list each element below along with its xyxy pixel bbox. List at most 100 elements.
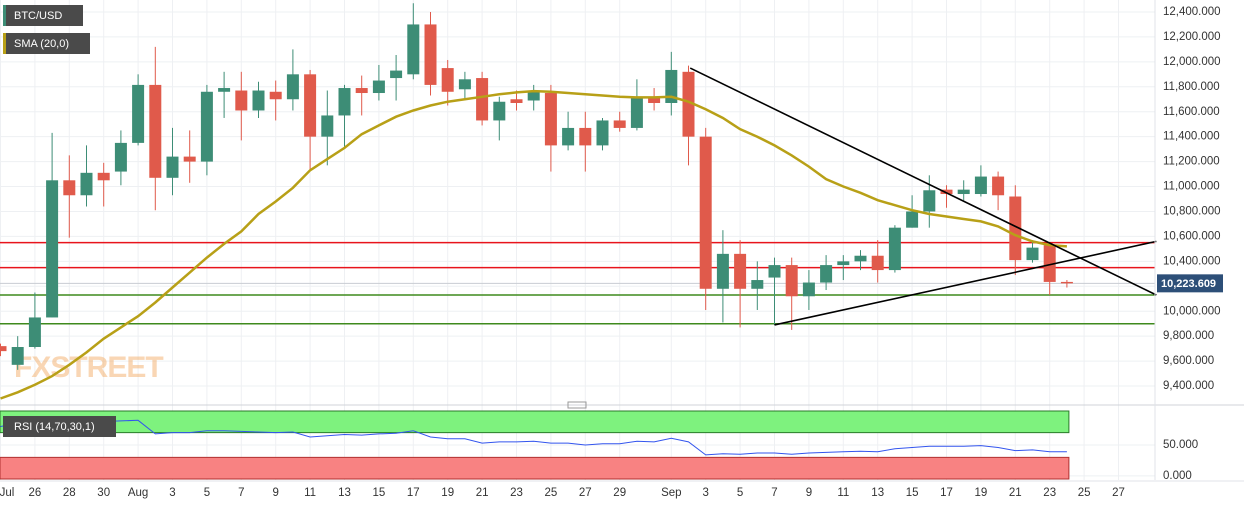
legend-label: SMA (20,0)	[14, 38, 69, 50]
candle-body	[562, 127, 575, 146]
y-tick-label: 11,200.000	[1163, 156, 1220, 168]
legend-box[interactable]	[3, 416, 116, 437]
candle-body	[1009, 196, 1022, 261]
candle-body	[493, 101, 506, 121]
candle-body	[837, 261, 850, 266]
candle-body	[63, 180, 76, 196]
x-tick-label: 9	[272, 487, 278, 499]
candle-body	[768, 265, 781, 278]
candle-body	[97, 172, 110, 181]
y-tick-label: 10,800.000	[1163, 206, 1221, 218]
x-tick-label: 3	[169, 487, 175, 499]
candle-body	[0, 346, 7, 352]
y-tick-label: 11,400.000	[1163, 131, 1220, 143]
candle-body	[682, 71, 695, 137]
candle-body	[596, 120, 609, 146]
x-tick-label: 26	[29, 487, 42, 499]
x-tick-label: 15	[373, 487, 386, 499]
x-tick-label: 25	[545, 487, 558, 499]
candle-body	[940, 189, 953, 195]
y-tick-label: 12,200.000	[1163, 31, 1221, 43]
grid	[0, 0, 1155, 480]
y-tick-label: 50.000	[1163, 439, 1198, 451]
x-tick-label: 7	[238, 487, 244, 499]
candle-body	[1026, 247, 1039, 261]
candle-body	[527, 91, 540, 101]
candle-body	[355, 88, 368, 94]
candle-body	[269, 91, 282, 100]
legend-label: BTC/USD	[14, 10, 62, 22]
x-tick-label: 19	[441, 487, 454, 499]
candle-body	[46, 180, 59, 318]
x-tick-label: 19	[975, 487, 988, 499]
y-tick-label: 9,600.000	[1163, 355, 1214, 367]
y-tick-label: 10,400.000	[1163, 255, 1221, 267]
candle-body	[200, 91, 213, 162]
trendline	[774, 240, 1157, 326]
candle-body	[699, 136, 712, 289]
legend-swatch	[3, 33, 6, 54]
last-price-box	[1157, 274, 1223, 293]
x-tick-label: 9	[806, 487, 812, 499]
candle-body	[648, 96, 661, 103]
candle-body	[476, 78, 489, 121]
candle-body	[11, 347, 24, 365]
legend-box[interactable]	[3, 33, 90, 54]
candle-body	[372, 80, 385, 94]
x-tick-label: 25	[1078, 487, 1091, 499]
candle-body	[28, 317, 41, 348]
candle-body	[166, 156, 179, 178]
candle-body	[579, 127, 592, 146]
candle-body	[252, 90, 265, 111]
y-tick-label: 10,600.000	[1163, 230, 1221, 242]
candle-body	[458, 79, 471, 90]
sma-line	[0, 89, 1067, 400]
x-tick-label: 23	[510, 487, 523, 499]
candle-body	[974, 176, 987, 195]
candle-body	[114, 142, 127, 172]
candle-body	[802, 282, 815, 297]
y-tick-label: 11,800.000	[1163, 81, 1220, 93]
candle-body	[510, 99, 523, 103]
y-tick-label: 11,000.000	[1163, 181, 1220, 193]
y-tick-label: 9,800.000	[1163, 330, 1214, 342]
candle-body	[630, 96, 643, 128]
candle-body	[734, 253, 747, 289]
candle-body	[407, 24, 420, 75]
candle-body	[132, 84, 145, 143]
x-tick-label: 13	[871, 487, 884, 499]
candle-body	[544, 93, 557, 146]
divider-handle[interactable]	[567, 401, 587, 409]
candle-body	[871, 255, 884, 271]
candle-body	[321, 115, 334, 137]
candle-body	[992, 176, 1005, 196]
legend-swatch	[3, 5, 6, 26]
candle-body	[888, 227, 901, 271]
plot: FXSTREET	[0, 3, 1157, 480]
x-tick-label: Aug	[128, 487, 148, 499]
legend: BTC/USD SMA (20,0) RSI (14,70,30,1)	[3, 5, 116, 437]
candle-body	[1043, 245, 1056, 282]
x-tick-label: 27	[579, 487, 592, 499]
candle-body	[235, 90, 248, 111]
candle-body	[751, 280, 764, 289]
overbought-band	[0, 410, 1070, 434]
candle-body	[716, 253, 729, 289]
candle-body	[906, 211, 919, 228]
x-tick-label: 29	[613, 487, 626, 499]
candle-body	[923, 190, 936, 212]
candle-body	[149, 84, 162, 178]
x-tick-label: 27	[1112, 487, 1125, 499]
y-tick-label: 11,600.000	[1163, 106, 1220, 118]
x-tick-label: 5	[204, 487, 210, 499]
rsi-line	[0, 418, 1067, 456]
x-tick-label: Jul	[0, 487, 14, 499]
legend-label: RSI (14,70,30,1)	[14, 421, 95, 433]
y-tick-label: 10,000.000	[1163, 305, 1221, 317]
candle-body	[613, 120, 626, 128]
candle-body	[785, 265, 798, 297]
watermark: FXSTREET	[14, 351, 163, 384]
x-tick-label: 21	[476, 487, 489, 499]
legend-box[interactable]	[3, 5, 83, 26]
